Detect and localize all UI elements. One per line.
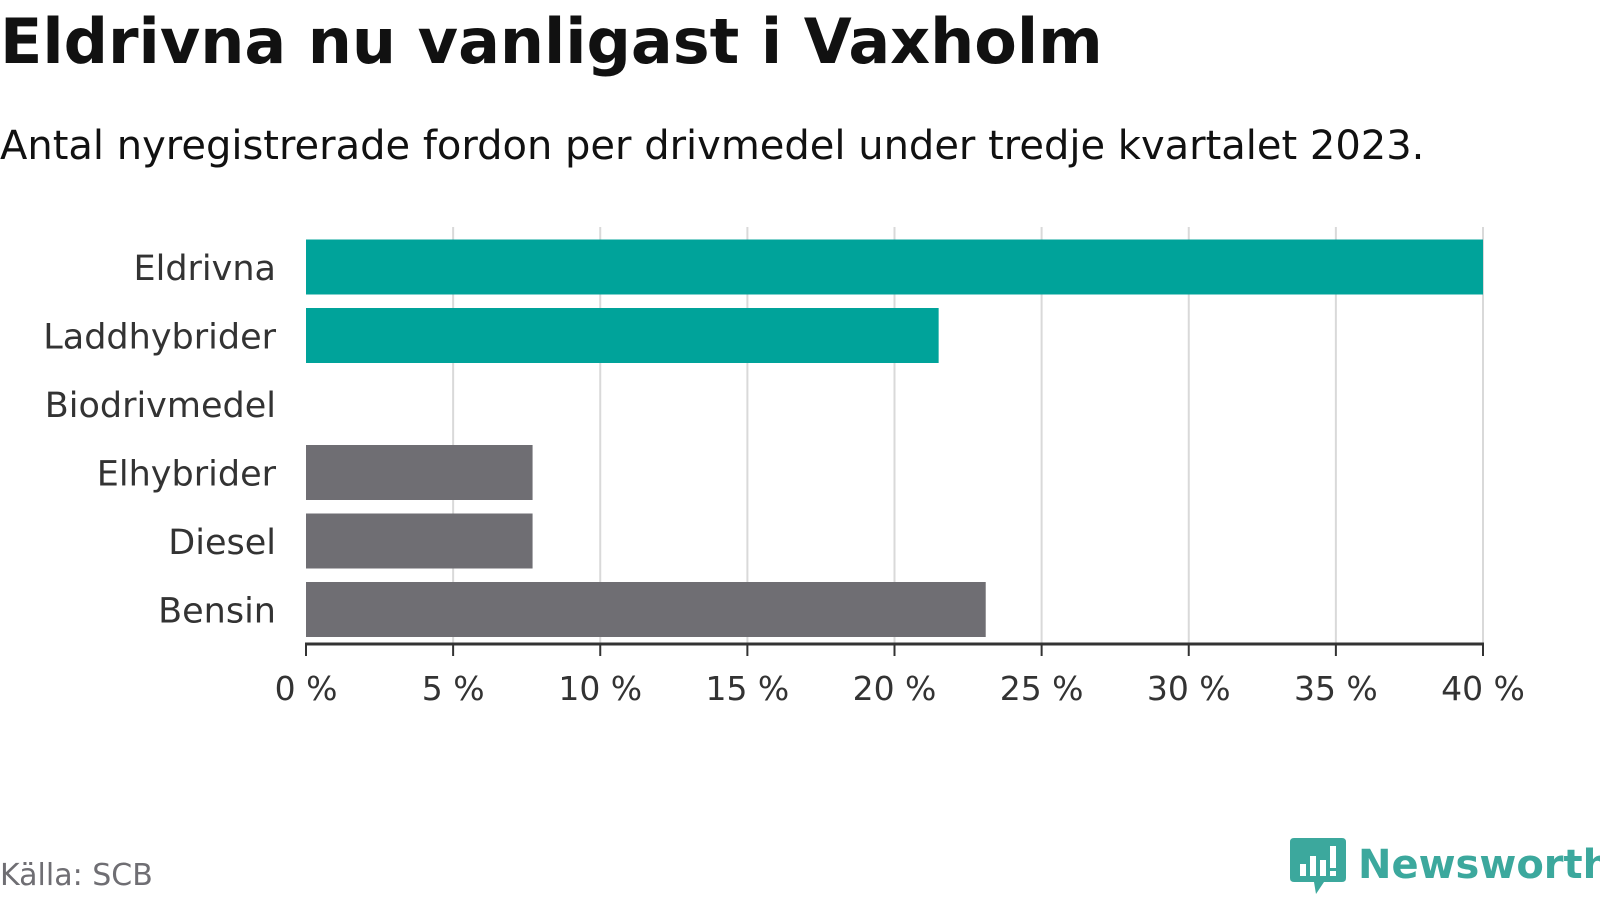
category-label-bensin: Bensin bbox=[158, 592, 276, 632]
category-labels: Eldrivna Laddhybrider Biodrivmedel Elhybrid… bbox=[43, 249, 276, 632]
x-tick-label-3: 15 % bbox=[705, 669, 789, 708]
bar-diesel bbox=[306, 513, 533, 569]
category-label-laddhybrider: Laddhybrider bbox=[43, 318, 276, 358]
category-label-diesel: Diesel bbox=[168, 523, 276, 563]
bars bbox=[306, 239, 1483, 637]
chart-title: Eldrivna nu vanligast i Vaxholm bbox=[0, 5, 1103, 78]
x-tick-label-5: 25 % bbox=[1000, 669, 1084, 708]
category-label-biodrivmedel: Biodrivmedel bbox=[45, 386, 276, 426]
x-tick-label-7: 35 % bbox=[1294, 669, 1378, 708]
x-axis: 0 % 5 % 10 % 15 % 20 % 25 % 30 % 35 % 40 % bbox=[275, 642, 1525, 708]
bar-bensin bbox=[306, 582, 986, 637]
chart-subtitle: Antal nyregistrerade fordon per drivmede… bbox=[0, 123, 1425, 169]
newsworthy-logo-icon bbox=[1290, 838, 1346, 894]
bar-eldrivna bbox=[306, 239, 1483, 295]
bar-laddhybrider bbox=[306, 308, 939, 363]
x-tick-label-6: 30 % bbox=[1147, 669, 1231, 708]
source-note: Källa: SCB bbox=[0, 858, 153, 893]
brand-name: Newsworthy bbox=[1358, 842, 1600, 888]
x-tick-label-1: 5 % bbox=[422, 669, 485, 708]
x-tick-label-2: 10 % bbox=[558, 669, 642, 708]
category-label-eldrivna: Eldrivna bbox=[133, 249, 276, 289]
bar-elhybrider bbox=[306, 445, 533, 500]
x-tick-label-4: 20 % bbox=[853, 669, 937, 708]
gridlines bbox=[452, 227, 1484, 644]
x-tick-label-0: 0 % bbox=[275, 669, 338, 708]
bar-chart: 0 % 5 % 10 % 15 % 20 % 25 % 30 % 35 % 40 % Eldri… bbox=[43, 227, 1525, 708]
category-label-elhybrider: Elhybrider bbox=[97, 455, 277, 495]
brand-logo: Newsworthy bbox=[1290, 838, 1600, 898]
x-tick-label-8: 40 % bbox=[1441, 669, 1525, 708]
